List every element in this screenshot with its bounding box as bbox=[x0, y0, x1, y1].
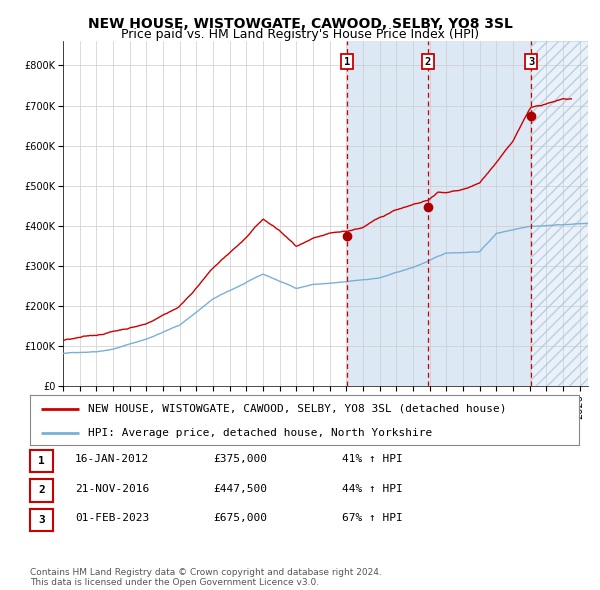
Text: 1: 1 bbox=[38, 456, 45, 466]
Text: £375,000: £375,000 bbox=[213, 454, 267, 464]
Text: HPI: Average price, detached house, North Yorkshire: HPI: Average price, detached house, Nort… bbox=[88, 428, 432, 438]
Text: NEW HOUSE, WISTOWGATE, CAWOOD, SELBY, YO8 3SL: NEW HOUSE, WISTOWGATE, CAWOOD, SELBY, YO… bbox=[88, 17, 512, 31]
Text: NEW HOUSE, WISTOWGATE, CAWOOD, SELBY, YO8 3SL (detached house): NEW HOUSE, WISTOWGATE, CAWOOD, SELBY, YO… bbox=[88, 404, 506, 414]
Text: 16-JAN-2012: 16-JAN-2012 bbox=[75, 454, 149, 464]
Text: 1: 1 bbox=[344, 57, 350, 67]
Text: £675,000: £675,000 bbox=[213, 513, 267, 523]
Text: Price paid vs. HM Land Registry's House Price Index (HPI): Price paid vs. HM Land Registry's House … bbox=[121, 28, 479, 41]
Text: 2: 2 bbox=[425, 57, 431, 67]
Text: 67% ↑ HPI: 67% ↑ HPI bbox=[342, 513, 403, 523]
Bar bbox=[531, 41, 588, 386]
Text: 01-FEB-2023: 01-FEB-2023 bbox=[75, 513, 149, 523]
Bar bbox=[428, 41, 531, 386]
Text: Contains HM Land Registry data © Crown copyright and database right 2024.
This d: Contains HM Land Registry data © Crown c… bbox=[30, 568, 382, 587]
Text: £447,500: £447,500 bbox=[213, 484, 267, 493]
Text: 2: 2 bbox=[38, 486, 45, 495]
Text: 44% ↑ HPI: 44% ↑ HPI bbox=[342, 484, 403, 493]
Text: 3: 3 bbox=[38, 515, 45, 525]
Text: 41% ↑ HPI: 41% ↑ HPI bbox=[342, 454, 403, 464]
Bar bbox=[347, 41, 428, 386]
Text: 3: 3 bbox=[528, 57, 534, 67]
Text: 21-NOV-2016: 21-NOV-2016 bbox=[75, 484, 149, 493]
Bar bbox=[531, 41, 588, 386]
